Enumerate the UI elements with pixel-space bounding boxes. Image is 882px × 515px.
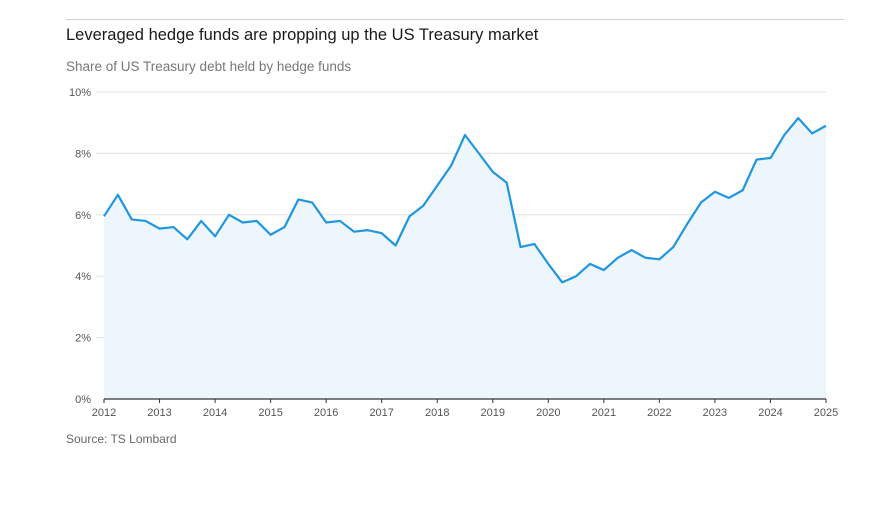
- data-point: [699, 201, 703, 205]
- x-tick-label: 2022: [647, 407, 671, 419]
- data-point: [644, 256, 648, 260]
- data-point: [394, 244, 398, 248]
- data-point: [546, 262, 550, 266]
- data-point: [491, 170, 495, 174]
- x-tick-label: 2013: [147, 407, 171, 419]
- x-tick-label: 2017: [369, 407, 393, 419]
- data-point: [102, 214, 106, 218]
- x-tick-label: 2023: [703, 407, 727, 419]
- y-tick-label: 2%: [75, 333, 91, 345]
- data-point: [366, 228, 370, 232]
- data-point: [296, 197, 300, 201]
- chart-title: Leveraged hedge funds are propping up th…: [66, 26, 539, 44]
- x-tick-label: 2012: [92, 407, 116, 419]
- data-point: [421, 204, 425, 208]
- data-point: [449, 164, 453, 168]
- data-point: [741, 188, 745, 192]
- series-line: [103, 116, 827, 284]
- data-point: [755, 158, 759, 162]
- y-tick-label: 8%: [75, 148, 91, 160]
- data-point: [560, 280, 564, 284]
- x-axis: [103, 398, 827, 403]
- data-point: [463, 133, 467, 137]
- data-point: [407, 214, 411, 218]
- x-tick-label: 2018: [425, 407, 449, 419]
- chart-subtitle: Share of US Treasury debt held by hedge …: [66, 59, 352, 74]
- x-tick-label: 2021: [592, 407, 616, 419]
- x-tick-label: 2015: [258, 407, 282, 419]
- data-point: [505, 181, 509, 185]
- x-tick-label: 2019: [481, 407, 505, 419]
- data-point: [713, 190, 717, 194]
- data-point: [477, 151, 481, 155]
- data-point: [171, 225, 175, 229]
- data-point: [213, 234, 217, 238]
- data-point: [144, 219, 148, 223]
- data-point: [116, 193, 120, 197]
- data-point: [602, 268, 606, 272]
- y-tick-label: 10%: [69, 87, 91, 99]
- data-point: [338, 219, 342, 223]
- x-tick-label: 2016: [314, 407, 338, 419]
- data-point: [657, 257, 661, 261]
- data-point: [588, 262, 592, 266]
- data-point: [255, 219, 259, 223]
- data-point: [685, 222, 689, 226]
- data-point: [380, 231, 384, 235]
- x-tick-label: 2014: [203, 407, 227, 419]
- data-point: [310, 201, 314, 205]
- data-point: [352, 230, 356, 234]
- data-point: [824, 124, 828, 128]
- x-tick-label: 2025: [814, 407, 838, 419]
- data-point: [574, 274, 578, 278]
- area-fill: [104, 118, 826, 399]
- y-tick-label: 6%: [75, 210, 91, 222]
- data-point: [158, 227, 162, 231]
- x-tick-label: 2020: [536, 407, 560, 419]
- x-tick-label: 2024: [758, 407, 782, 419]
- y-tick-label: 4%: [75, 271, 91, 283]
- data-point: [227, 213, 231, 217]
- data-point: [810, 131, 814, 135]
- data-point: [796, 116, 800, 120]
- data-point: [435, 184, 439, 188]
- data-point: [616, 256, 620, 260]
- data-point: [185, 237, 189, 241]
- data-point: [199, 219, 203, 223]
- data-point: [727, 196, 731, 200]
- data-point: [671, 245, 675, 249]
- data-point: [283, 225, 287, 229]
- header-rule: [66, 19, 844, 20]
- tick-labels: 0% 2% 4% 6% 8% 10% 2012 2013 2014 2015 2016 2017 201…: [69, 87, 838, 419]
- data-point: [241, 220, 245, 224]
- data-point: [782, 133, 786, 137]
- data-point: [768, 156, 772, 160]
- data-point: [269, 233, 273, 237]
- source-note: Source: TS Lombard: [66, 432, 177, 446]
- data-point: [130, 217, 134, 221]
- data-point: [519, 245, 523, 249]
- data-point: [324, 220, 328, 224]
- data-point: [630, 248, 634, 252]
- y-tick-label: 0%: [75, 394, 91, 406]
- data-point: [532, 242, 536, 246]
